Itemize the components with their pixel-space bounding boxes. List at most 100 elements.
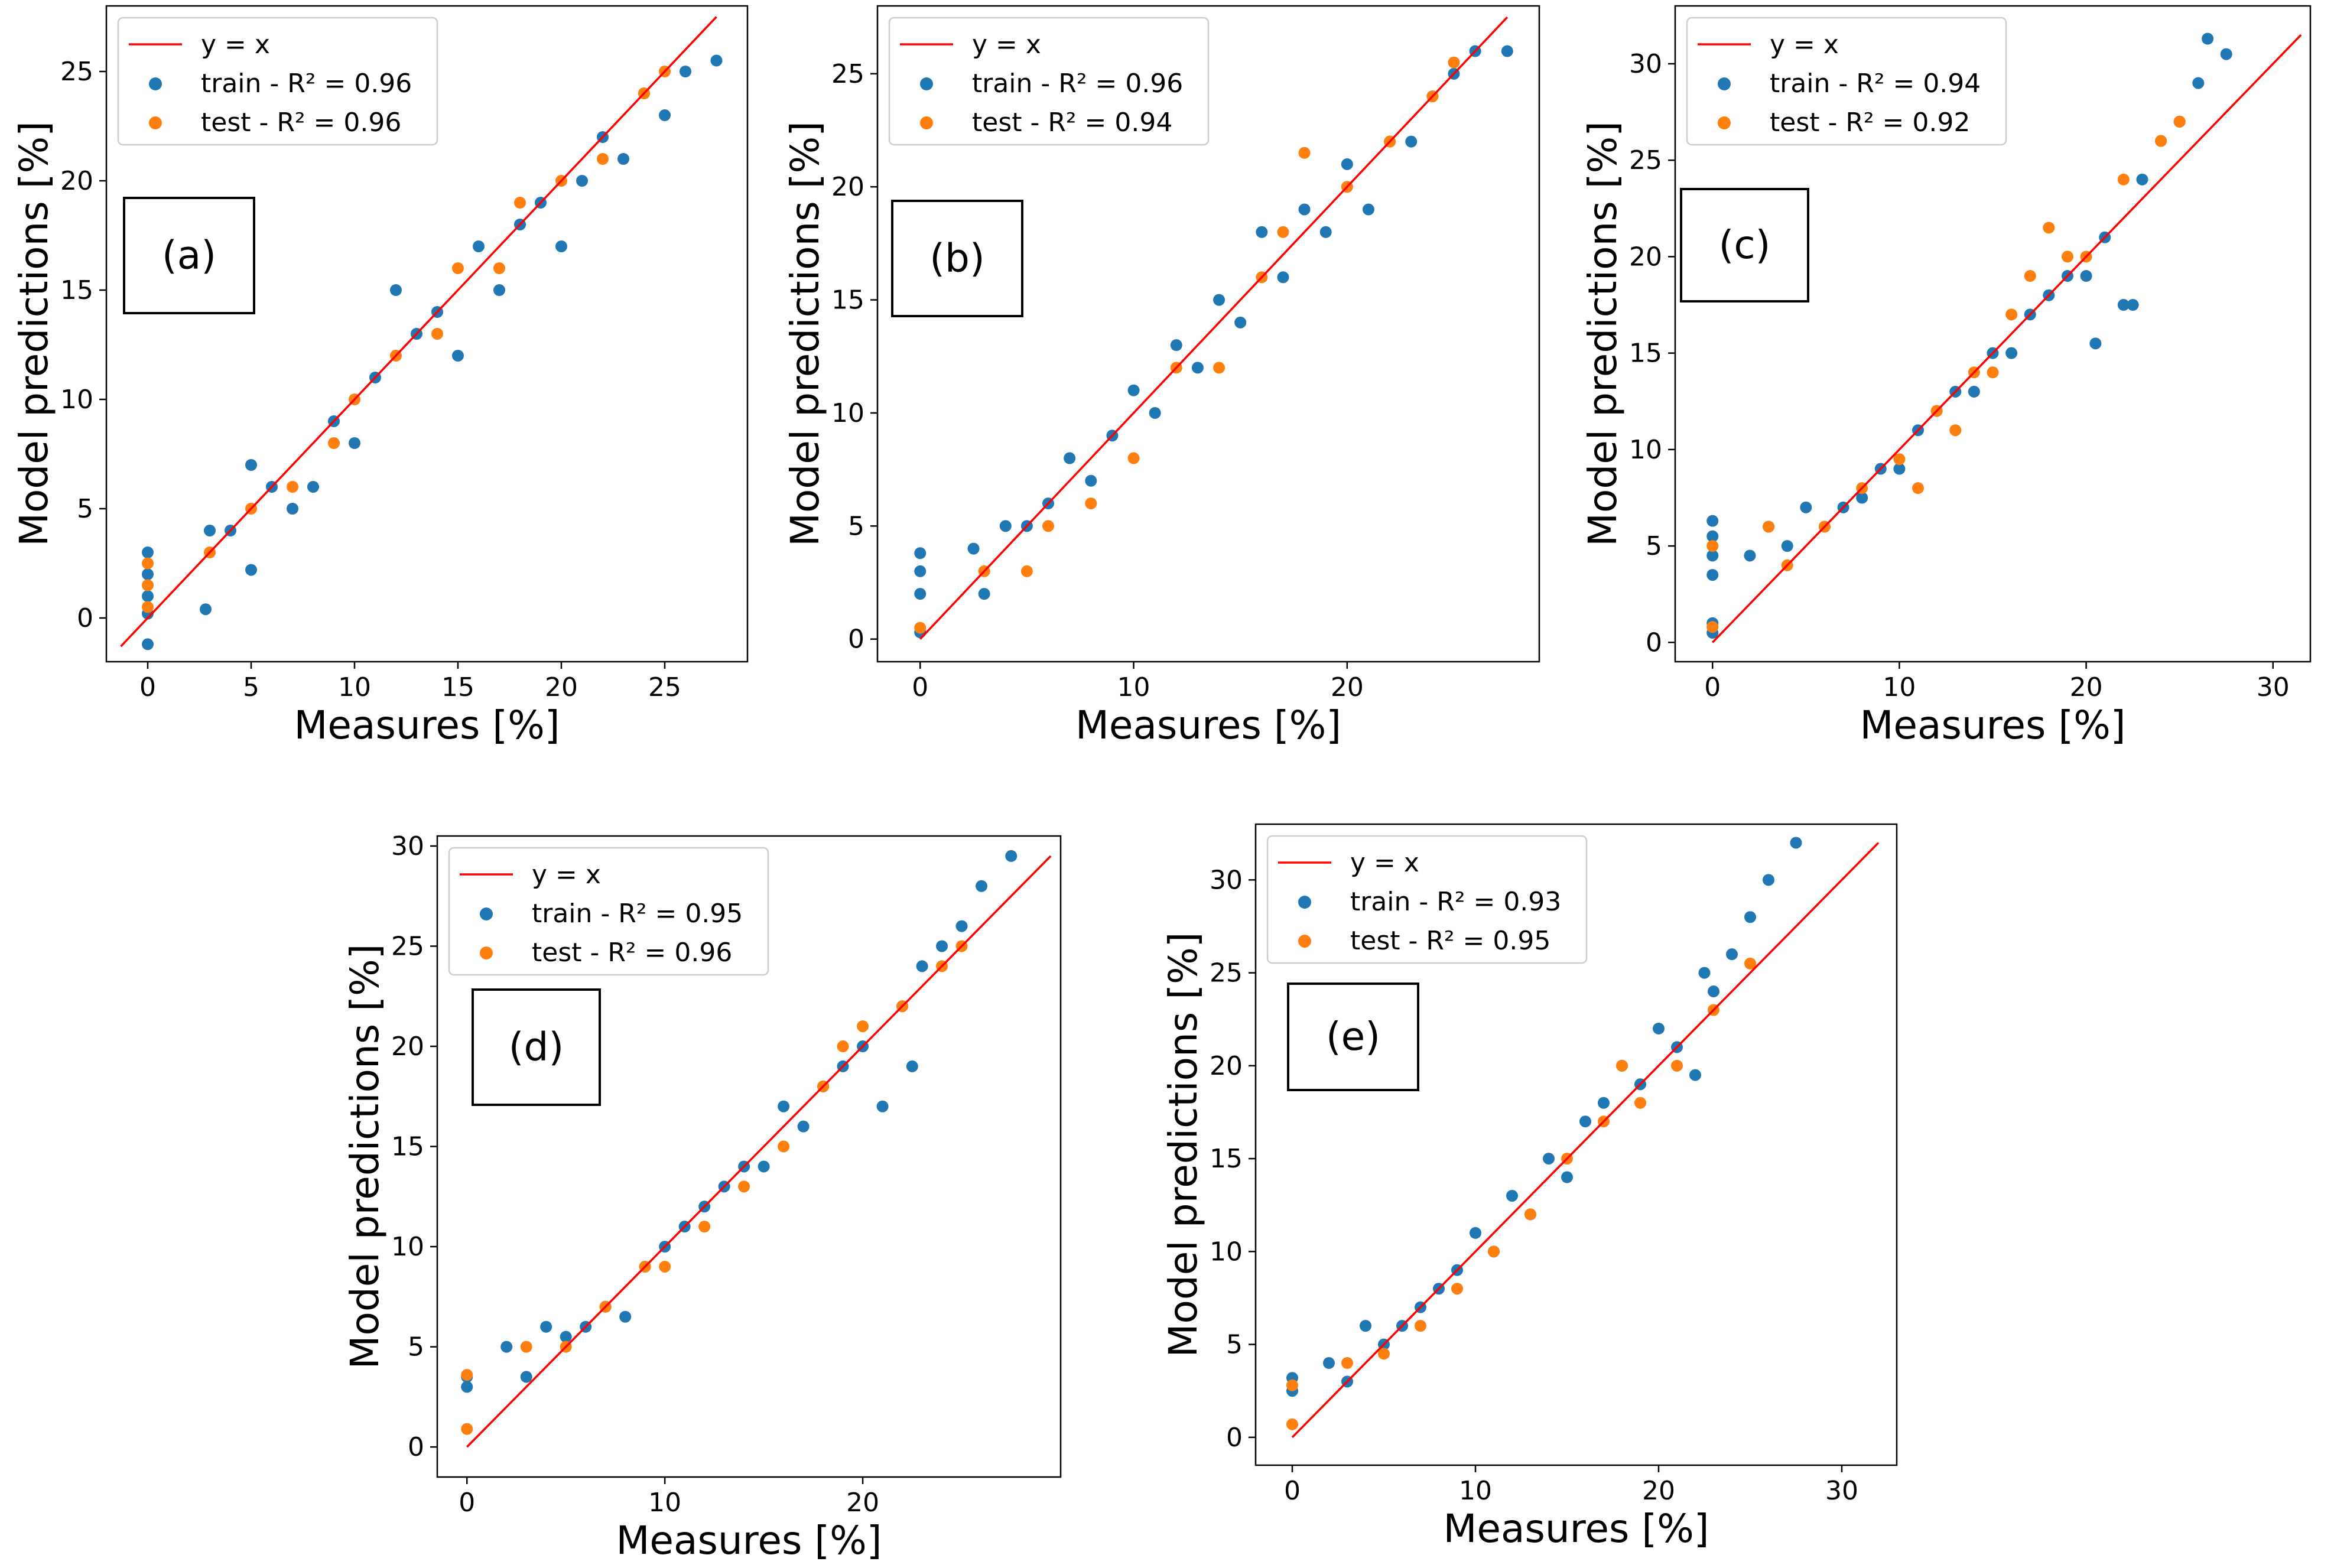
legend-entry: test - R² = 0.95 bbox=[1350, 926, 1550, 956]
chart-panel-5: 0 10 20 30 0 5 10 15 20 25 30 Measures [%] Model pre… bbox=[1161, 823, 1898, 1551]
train-point bbox=[349, 437, 360, 449]
test-point bbox=[1298, 147, 1311, 159]
train-point bbox=[1598, 1097, 1610, 1109]
train-point bbox=[2117, 299, 2130, 311]
test-point bbox=[520, 1341, 532, 1353]
test-point bbox=[1671, 1059, 1683, 1072]
panel-label: (b) bbox=[929, 236, 984, 281]
train-point bbox=[1277, 271, 1289, 284]
x-tick-label: 10 bbox=[338, 672, 371, 702]
test-point bbox=[2005, 308, 2018, 321]
train-point bbox=[142, 546, 154, 558]
identity-line bbox=[466, 855, 1052, 1448]
train-point bbox=[778, 1100, 790, 1112]
legend-test-swatch bbox=[1298, 935, 1311, 948]
legend-test-swatch bbox=[920, 116, 933, 129]
test-point bbox=[1341, 1357, 1353, 1369]
train-point bbox=[473, 240, 485, 252]
x-axis-label: Measures [%] bbox=[616, 1518, 882, 1563]
train-point bbox=[1653, 1022, 1665, 1035]
y-tick-label: 0 bbox=[848, 624, 864, 655]
train-point bbox=[1744, 911, 1756, 923]
legend-box bbox=[117, 17, 438, 146]
panel-label-box bbox=[472, 988, 601, 1106]
test-point bbox=[2024, 270, 2036, 282]
test-point bbox=[514, 197, 526, 209]
test-point bbox=[1286, 1379, 1298, 1391]
y-tick-label: 5 bbox=[77, 494, 93, 524]
train-point bbox=[204, 525, 216, 536]
train-point bbox=[1085, 474, 1097, 487]
train-point bbox=[307, 481, 319, 493]
y-tick-label: 20 bbox=[1629, 242, 1662, 272]
plot-frame bbox=[105, 5, 749, 663]
legend-entry: y = x bbox=[532, 860, 601, 890]
train-point bbox=[1744, 549, 1756, 562]
test-point bbox=[1286, 1418, 1298, 1430]
legend: y = x train - R² = 0.95 test - R² = 0.96 bbox=[448, 847, 769, 976]
plot-frame bbox=[1254, 823, 1898, 1466]
train-point bbox=[1191, 362, 1204, 374]
test-point bbox=[659, 1260, 671, 1273]
y-tick-label: 15 bbox=[391, 1132, 424, 1162]
train-point bbox=[2192, 77, 2205, 89]
panel-label-box bbox=[1680, 188, 1809, 302]
test-point bbox=[1488, 1245, 1500, 1258]
train-point bbox=[500, 1341, 513, 1353]
x-tick-label: 25 bbox=[648, 672, 681, 702]
y-tick-label: 5 bbox=[1226, 1330, 1243, 1360]
plot-frame bbox=[876, 5, 1540, 663]
test-point bbox=[461, 1423, 473, 1435]
train-point bbox=[1856, 492, 1868, 504]
train-point bbox=[1708, 985, 1719, 998]
y-tick-label: 0 bbox=[77, 603, 93, 633]
y-axis-label: Model predictions [%] bbox=[1161, 932, 1206, 1358]
y-tick-label: 5 bbox=[408, 1332, 424, 1362]
test-point bbox=[837, 1040, 849, 1053]
legend-entry: train - R² = 0.93 bbox=[1350, 887, 1561, 917]
x-tick-label: 20 bbox=[1331, 672, 1364, 702]
legend-entry: train - R² = 0.95 bbox=[532, 899, 743, 929]
test-point bbox=[914, 622, 927, 634]
train-point bbox=[2080, 270, 2092, 282]
train-point bbox=[916, 960, 928, 972]
test-point bbox=[2043, 222, 2055, 234]
train-point bbox=[576, 175, 588, 187]
y-tick-label: 10 bbox=[60, 385, 93, 415]
train-point bbox=[461, 1381, 473, 1393]
train-point bbox=[142, 638, 154, 650]
test-point bbox=[1912, 482, 1925, 495]
x-axis-label: Measures [%] bbox=[294, 702, 560, 748]
test-point bbox=[2117, 173, 2130, 186]
train-point bbox=[976, 880, 988, 892]
x-tick-label: 5 bbox=[243, 672, 259, 702]
test-point bbox=[1085, 497, 1097, 510]
test-point bbox=[1893, 453, 1906, 466]
train-point bbox=[936, 940, 948, 952]
train-point bbox=[1800, 501, 1812, 513]
test-point bbox=[1949, 424, 1962, 437]
train-point bbox=[1127, 384, 1140, 396]
plot-area bbox=[461, 850, 1052, 1448]
plot-area bbox=[1286, 837, 1880, 1439]
train-point bbox=[1706, 569, 1719, 581]
train-point bbox=[1790, 837, 1802, 849]
legend-test-swatch bbox=[480, 946, 493, 959]
train-point bbox=[142, 568, 154, 580]
legend: y = x train - R² = 0.96 test - R² = 0.94 bbox=[888, 17, 1210, 146]
train-point bbox=[1470, 1227, 1481, 1239]
y-tick-label: 25 bbox=[1629, 145, 1662, 175]
x-axis-label: Measures [%] bbox=[1860, 702, 2125, 748]
train-point bbox=[758, 1160, 770, 1173]
x-tick-label: 0 bbox=[459, 1488, 475, 1518]
train-point bbox=[659, 109, 671, 121]
chart-panel-3: 0 10 20 30 0 5 10 15 20 25 30 Measures [%] Model pre… bbox=[1580, 5, 2312, 748]
test-point bbox=[142, 601, 154, 613]
train-point bbox=[955, 920, 968, 932]
test-point bbox=[857, 1020, 869, 1033]
train-point bbox=[1005, 850, 1018, 862]
y-tick-label: 0 bbox=[1646, 627, 1662, 658]
x-tick-label: 0 bbox=[1284, 1476, 1301, 1506]
legend-entry: test - R² = 0.92 bbox=[1770, 108, 1970, 138]
test-point bbox=[698, 1221, 711, 1233]
